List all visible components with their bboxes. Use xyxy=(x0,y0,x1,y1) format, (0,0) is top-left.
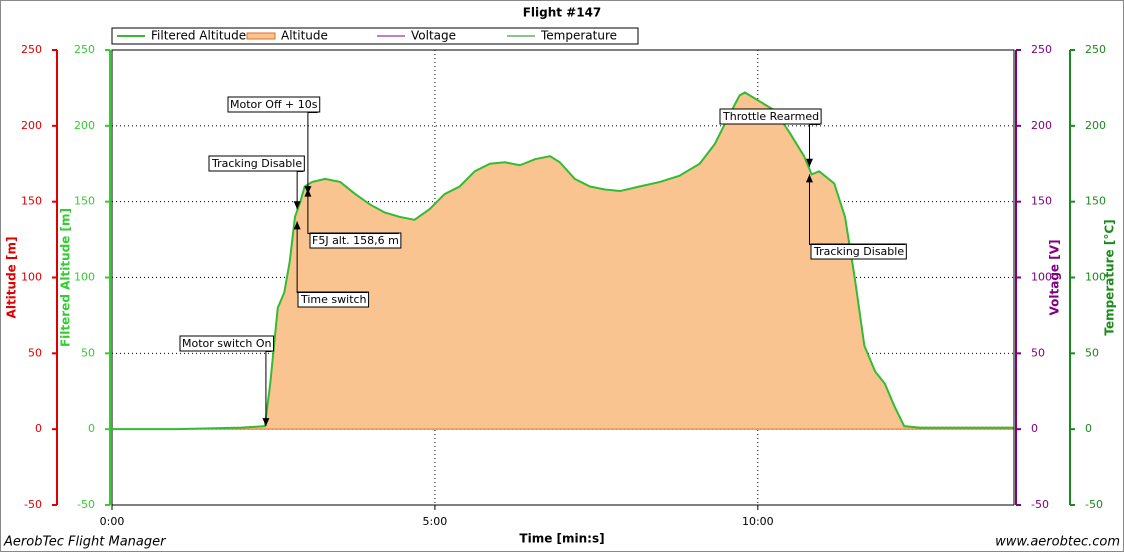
annotation-label: Tracking Disable xyxy=(211,157,302,170)
y-tick-label: 250 xyxy=(74,43,95,56)
annotation-label: Motor Off + 10s xyxy=(230,98,318,111)
y-tick-label: -50 xyxy=(1085,498,1103,511)
x-tick-label: 10:00 xyxy=(742,515,774,528)
annotation-box xyxy=(227,96,321,113)
y-tick-label: 200 xyxy=(74,119,95,132)
legend xyxy=(111,27,639,45)
y-tick-label: 100 xyxy=(1085,271,1106,284)
x-axis-label: Time [min:s] xyxy=(519,532,604,546)
annotation-arrow xyxy=(304,188,312,197)
annotation: Throttle Rearmed xyxy=(719,108,822,167)
legend-label: Temperature xyxy=(540,29,617,43)
annotation: F5J alt. 158,6 m xyxy=(304,188,402,249)
legend-label: Voltage xyxy=(411,29,456,43)
annotation-connector xyxy=(808,174,906,245)
y-tick-label: 250 xyxy=(1031,43,1052,56)
y-tick-label: -50 xyxy=(24,498,42,511)
annotation: Tracking Disable xyxy=(805,174,907,260)
y-tick-label: 150 xyxy=(1031,195,1052,208)
annotation: Motor Off + 10s xyxy=(227,96,321,195)
y-tick-label: -50 xyxy=(1031,498,1049,511)
y-tick-label: 150 xyxy=(1085,195,1106,208)
y-axis-label: Altitude [m] xyxy=(5,237,19,319)
annotation: Time switch xyxy=(293,221,370,308)
y-tick-label: 200 xyxy=(21,119,42,132)
annotation-label: F5J alt. 158,6 m xyxy=(312,234,399,247)
legend-swatch xyxy=(246,32,276,40)
annotation-connector xyxy=(296,221,368,293)
filtered-altitude-line xyxy=(112,91,1013,431)
y-tick-label: 50 xyxy=(1085,346,1099,359)
footer-left: AerobTec Flight Manager xyxy=(3,535,167,550)
annotation-arrow xyxy=(293,201,301,210)
annotation-arrow xyxy=(262,418,270,427)
annotation-box xyxy=(719,108,822,125)
annotation-box xyxy=(179,335,275,352)
y-axis-label: Voltage [V] xyxy=(1048,240,1062,316)
y-tick-label: 0 xyxy=(1031,422,1038,435)
legend-label: Filtered Altitude xyxy=(151,29,246,43)
y-tick-label: 50 xyxy=(81,346,95,359)
annotation: Tracking Disable xyxy=(208,155,305,210)
y-tick-label: 50 xyxy=(28,346,42,359)
y-tick-label: 250 xyxy=(21,43,42,56)
annotation: Motor switch On xyxy=(179,335,275,427)
annotation-arrow xyxy=(805,174,813,183)
y-tick-label: 0 xyxy=(35,422,42,435)
x-tick-label: 5:00 xyxy=(423,515,448,528)
annotation-box xyxy=(208,155,305,172)
annotation-label: Tracking Disable xyxy=(813,245,904,258)
annotation-label: Time switch xyxy=(300,293,367,306)
y-tick-label: 100 xyxy=(1031,271,1052,284)
y-tick-label: 0 xyxy=(1085,422,1092,435)
annotation-connector xyxy=(808,124,821,167)
annotation-connector xyxy=(307,112,318,195)
legend-label: Altitude xyxy=(281,29,328,43)
x-tick-label: 0:00 xyxy=(100,515,125,528)
annotation-label: Throttle Rearmed xyxy=(722,110,819,123)
y-tick-label: 200 xyxy=(1031,119,1052,132)
annotation-label: Motor switch On xyxy=(182,337,272,350)
y-tick-label: -50 xyxy=(77,498,95,511)
y-tick-label: 150 xyxy=(21,195,42,208)
y-tick-label: 50 xyxy=(1031,346,1045,359)
y-tick-label: 0 xyxy=(88,422,95,435)
chart-title: Flight #147 xyxy=(523,6,602,20)
footer-right: www.aerobtec.com xyxy=(995,535,1120,550)
y-tick-label: 150 xyxy=(74,195,95,208)
y-axis-label: Filtered Altitude [m] xyxy=(59,208,73,347)
annotation-connector xyxy=(296,171,304,210)
annotation-arrow xyxy=(293,221,301,230)
annotation-connector xyxy=(265,351,272,427)
annotation-arrow xyxy=(805,158,813,167)
y-tick-label: 250 xyxy=(1085,43,1106,56)
y-axis-label: Temperature [°C] xyxy=(1103,219,1117,335)
y-tick-label: 100 xyxy=(21,271,42,284)
annotation-connector xyxy=(307,188,399,234)
y-tick-label: 200 xyxy=(1085,119,1106,132)
y-tick-label: 100 xyxy=(74,271,95,284)
